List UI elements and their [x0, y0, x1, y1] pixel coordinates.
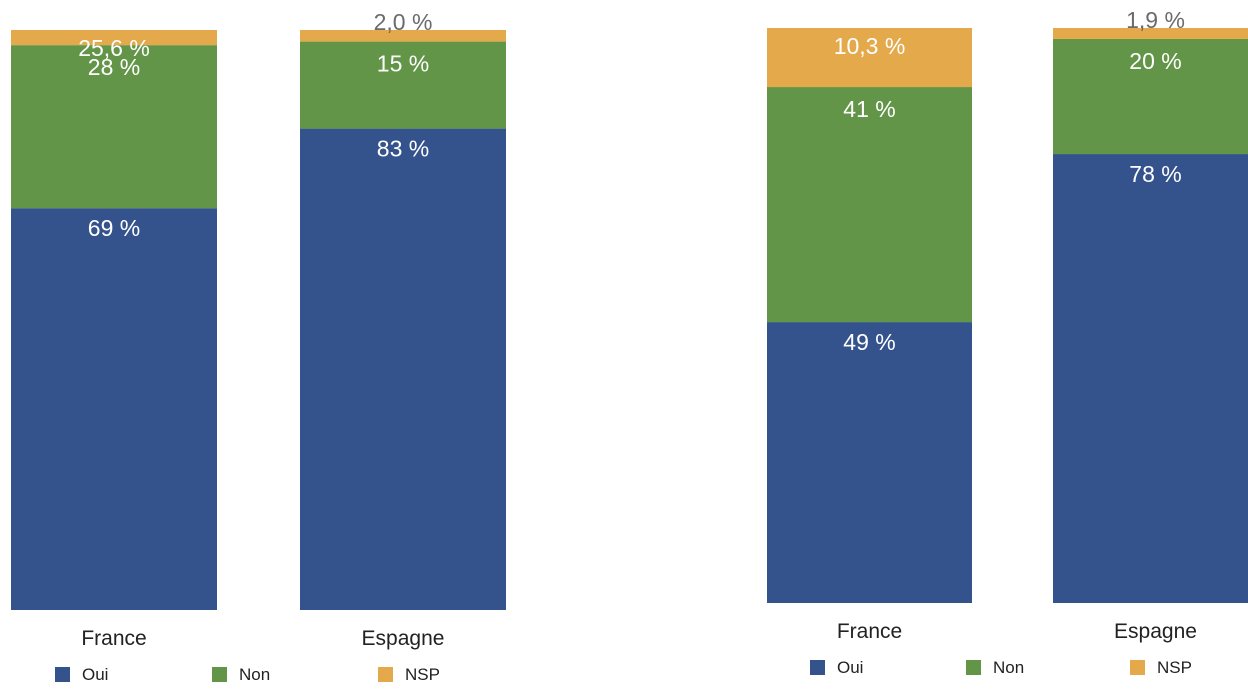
category-label-france: France [81, 627, 146, 650]
bar-segment-non-france [11, 45, 217, 209]
legend-label-nsp: NSP [1157, 658, 1192, 677]
data-label-nsp-espagne: 1,9 % [1126, 7, 1185, 33]
bar-segment-non-espagne [1053, 38, 1248, 155]
bar-segment-oui-espagne [300, 128, 506, 610]
data-label-non-france: 41 % [843, 96, 895, 122]
chart-panel-2: 49 % 41 % 10,3 % France 78 % 20 % 1,9 % Espagne… [767, 7, 1248, 677]
legend-label-non: Non [993, 658, 1024, 677]
legend-label-nsp: NSP [405, 665, 440, 684]
bar-segment-non-espagne [300, 41, 506, 129]
legend-swatch-oui [810, 660, 825, 675]
bar-segment-nsp-espagne [300, 30, 506, 42]
legend-swatch-non [966, 660, 981, 675]
legend-label-non: Non [239, 665, 270, 684]
data-label-oui-france: 69 % [88, 215, 140, 241]
category-label-espagne: Espagne [362, 627, 445, 650]
bar-segment-nsp-france [767, 28, 972, 88]
category-label-espagne: Espagne [1114, 620, 1197, 643]
data-label-oui-france: 49 % [843, 329, 895, 355]
chart-panel-1: 69 % 28 %25,6 % France 83 % 15 % 2,0 % Espagne… [11, 9, 506, 684]
bar-segment-non-france [767, 87, 972, 323]
data-label-non-espagne: 20 % [1129, 48, 1181, 74]
data-label-nsp-france: 10,3 % [834, 33, 906, 59]
bar-segment-oui-espagne [1053, 154, 1248, 603]
bar-segment-oui-france [767, 322, 972, 603]
data-label-nsp-espagne: 2,0 % [374, 9, 433, 35]
category-label-france: France [837, 620, 902, 643]
data-label-oui-espagne: 78 % [1129, 161, 1181, 187]
data-label-oui-espagne: 83 % [377, 136, 429, 162]
data-label-non-espagne: 15 % [377, 51, 429, 77]
data-label-non-france: 28 % [88, 54, 140, 80]
legend-label-oui: Oui [837, 658, 863, 677]
legend-swatch-oui [55, 667, 70, 682]
legend-label-oui: Oui [82, 665, 108, 684]
legend-swatch-nsp [378, 667, 393, 682]
data-label-nsp-france: 25,6 % [78, 35, 150, 61]
bar-segment-nsp-espagne [1053, 28, 1248, 39]
legend-swatch-non [212, 667, 227, 682]
bar-segment-nsp-france [11, 30, 217, 46]
bar-segment-oui-france [11, 208, 217, 611]
legend-swatch-nsp [1130, 660, 1145, 675]
